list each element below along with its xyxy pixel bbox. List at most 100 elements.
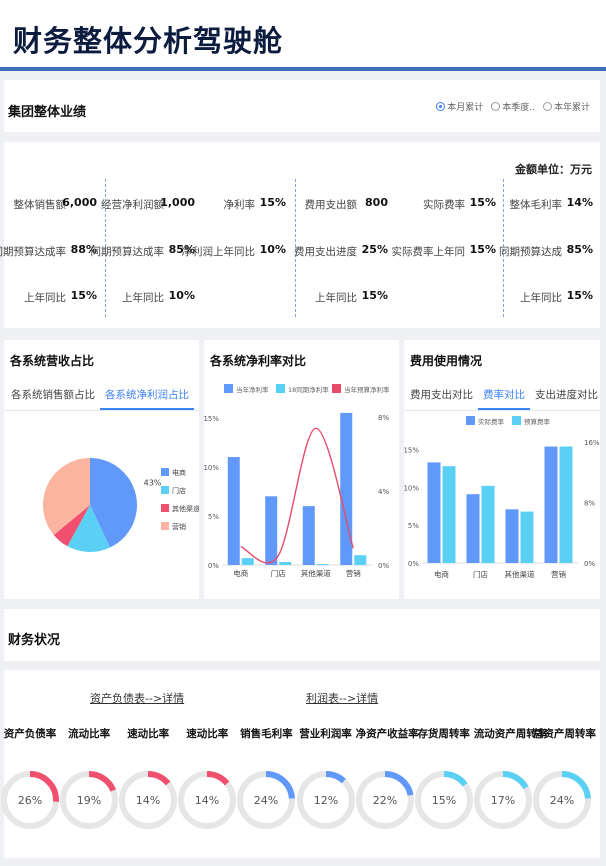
kpi-label: 整体销售额 (13, 199, 67, 211)
legend-label: 预算费率 (524, 417, 551, 426)
pie-slice (43, 458, 90, 535)
bar (520, 511, 534, 563)
gauge-ring: 15% (414, 771, 473, 829)
radio-dot-icon (436, 102, 446, 111)
y-tick-label: 15% (204, 415, 219, 423)
kpi-value: 85% (168, 243, 195, 256)
tab-sales-share[interactable]: 各系统销售额占比 (11, 389, 95, 401)
x-tick-label: 门店 (271, 568, 286, 578)
x-tick-label: 营销 (346, 568, 361, 578)
gauge-label: 速动比率 (127, 728, 170, 740)
tab-progress-compare[interactable]: 支出进度对比 (535, 389, 598, 401)
radio-month[interactable]: 本月累计 (436, 100, 483, 113)
gauge-ring: 12% (296, 771, 355, 829)
gauge-label: 流动资产周转率 (473, 728, 548, 740)
page-title: 财务整体分析驾驶舱 (13, 24, 284, 58)
pie-data-label: 43% (144, 479, 162, 488)
legend-swatch (224, 384, 233, 393)
kpi-value: 10% (168, 289, 195, 302)
radio-quarter[interactable]: 本季度.. (491, 100, 535, 113)
bar (559, 446, 573, 563)
kpi-value: 15% (566, 289, 593, 302)
kpi-value: 10% (259, 243, 286, 256)
legend-swatch (512, 416, 521, 425)
legend-label: 实际费率 (478, 417, 505, 426)
tab-rate-compare[interactable]: 费率对比 (478, 387, 530, 410)
gauge-ring: 24% (237, 771, 296, 829)
bar (316, 564, 329, 565)
balance-sheet-link[interactable]: 资产负债表-->详情 (90, 692, 185, 705)
kpi-item: 上年同比 15% (495, 288, 595, 308)
group-header-card: 集团整体业绩 本月累计 本季度.. 本年累计 (4, 80, 600, 132)
kpi-label: 上年同比 (315, 292, 357, 304)
y2-tick-label: 4% (378, 488, 389, 496)
x-tick-label: 营销 (551, 569, 566, 579)
gauge-ring: 14% (178, 771, 237, 829)
bar (241, 558, 254, 565)
radio-dot-icon (491, 102, 501, 111)
gauge-arc (414, 771, 473, 829)
legend-swatch (161, 522, 169, 530)
legend-swatch (276, 384, 285, 393)
gauge-value: 24% (254, 794, 278, 807)
revenue-card: 各系统营收占比 各系统销售额占比 各系统净利润占比 43% 电商 门店 其他渠道 营销 (4, 340, 199, 599)
gauge-label: 营业利润率 (299, 728, 352, 740)
kpi-item: 上年同比 15% (290, 288, 390, 308)
gauge-label: 净资产收益率 (355, 728, 419, 740)
kpi-item: 实际费率上年同 15% (392, 242, 498, 262)
kpi-label: 净利率 (223, 199, 256, 211)
expense-card-title: 费用使用情况 (410, 354, 483, 368)
kpi-item: 上年同比 15% (0, 288, 99, 308)
x-tick-label: 电商 (233, 568, 248, 578)
y2-tick-label: 0% (584, 560, 595, 568)
profit-card-title: 各系统净利率对比 (210, 354, 307, 368)
kpi-divider (105, 179, 106, 317)
kpi-value: 800 (365, 196, 388, 209)
legend-label: 营销 (172, 522, 186, 531)
x-tick-label: 电商 (434, 569, 449, 579)
group-title: 集团整体业绩 (8, 105, 87, 120)
kpi-label: 上年同比 (24, 292, 66, 304)
gauge-value: 17% (491, 794, 515, 807)
kpi-value: 85% (566, 243, 593, 256)
legend-swatch (161, 468, 169, 476)
y2-tick-label: 8% (378, 414, 389, 422)
bar (227, 457, 240, 565)
legend-label: 电商 (172, 468, 186, 477)
bar (302, 506, 315, 565)
kpi-label: 费用支出进度 (294, 246, 357, 258)
gauge-arc (119, 771, 178, 829)
gauge-value: 22% (372, 794, 396, 807)
radio-dot-icon (542, 102, 552, 111)
expense-chart: 实际费率 预算费率 0% 5% 10% 15% 0% 8% 16% 电商 门店 其他渠道 营销 (404, 416, 600, 579)
gauge-arc (296, 771, 355, 829)
legend-swatch (466, 416, 475, 425)
gauge-label: 资产负债率 (3, 728, 57, 740)
gauge-arc (1, 771, 59, 829)
y-tick-label: 0% (208, 562, 219, 570)
finance-card: 资产负债表-->详情 利润表-->详情 资产负债率 26% 流动比率 19% 速动比率 1… (1, 670, 600, 858)
gauge-value: 14% (195, 794, 219, 807)
tab-expense-compare[interactable]: 费用支出对比 (410, 389, 473, 401)
gauge-ring: 17% (473, 771, 532, 829)
x-tick-label: 门店 (473, 569, 488, 579)
legend-label: 门店 (172, 486, 186, 495)
bar (481, 485, 495, 563)
gauge-ring: 14% (119, 771, 178, 829)
kpi-item: 上年同比 10% (97, 288, 197, 308)
legend-label: 其他渠道 (172, 504, 199, 513)
profit-chart: 当年净利率 18同期净利率 当年预算净利率 0% 5% 10% 15% 0% 4% 8% 电商 门店 其… (204, 384, 390, 578)
finance-title: 财务状况 (8, 633, 61, 648)
legend-swatch (161, 486, 169, 494)
income-statement-link[interactable]: 利润表-->详情 (306, 692, 379, 705)
gauge-value: 24% (550, 794, 574, 807)
radio-year[interactable]: 本年累计 (542, 100, 590, 113)
pie-slice (67, 505, 111, 552)
kpi-item: 同期预算达成率 85% (91, 242, 197, 262)
x-tick-label: 其他渠道 (505, 569, 535, 579)
kpi-value: 6,000 (62, 196, 97, 209)
kpi-label: 整体毛利率 (509, 199, 563, 211)
legend-label: 当年预算净利率 (344, 385, 390, 394)
tab-profit-share[interactable]: 各系统净利润占比 (100, 387, 194, 410)
